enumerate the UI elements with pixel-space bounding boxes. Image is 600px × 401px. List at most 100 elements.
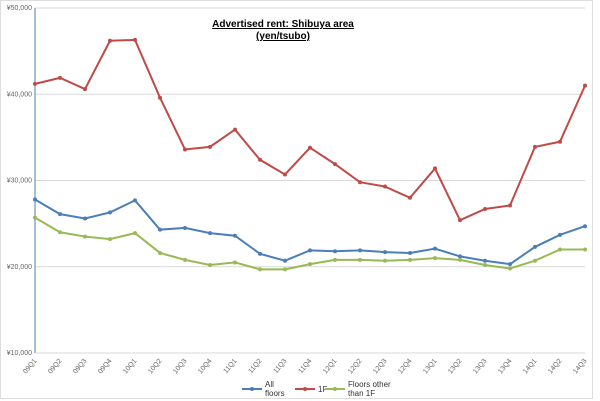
x-tick-label: 11Q2 bbox=[247, 358, 263, 375]
x-tick-label: 11Q4 bbox=[297, 358, 313, 375]
data-point bbox=[383, 250, 387, 255]
legend-marker bbox=[250, 387, 254, 391]
data-point bbox=[458, 257, 462, 262]
data-point bbox=[358, 257, 362, 262]
legend-marker bbox=[333, 387, 337, 391]
y-tick-label: ¥50,000 bbox=[7, 5, 32, 12]
data-point bbox=[583, 224, 587, 229]
data-point bbox=[108, 38, 112, 43]
legend-label: floors bbox=[265, 389, 285, 398]
data-point bbox=[158, 95, 162, 100]
data-point bbox=[133, 37, 137, 42]
legend-label: Floors other bbox=[348, 380, 391, 389]
legend-label: than 1F bbox=[348, 389, 375, 398]
y-tick-label: ¥10,000 bbox=[7, 350, 32, 357]
series-line bbox=[34, 38, 586, 222]
x-tick-label: 11Q3 bbox=[272, 358, 288, 375]
data-point bbox=[383, 258, 387, 263]
data-point bbox=[358, 248, 362, 253]
data-point bbox=[408, 250, 412, 255]
x-tick-label: 10Q4 bbox=[197, 358, 213, 376]
x-tick-label: 09Q2 bbox=[47, 358, 63, 376]
chart-title: Advertised rent: Shibuya area bbox=[212, 19, 354, 30]
data-point bbox=[58, 212, 62, 217]
x-tick-label: 12Q4 bbox=[397, 358, 413, 376]
x-tick-label: 09Q4 bbox=[97, 358, 113, 376]
data-point bbox=[333, 162, 337, 167]
x-tick-label: 10Q3 bbox=[172, 358, 188, 376]
x-tick-label: 14Q2 bbox=[547, 358, 563, 376]
series-1 bbox=[33, 197, 587, 267]
data-point bbox=[283, 172, 287, 177]
x-tick-label: 13Q3 bbox=[472, 358, 488, 376]
data-point bbox=[533, 244, 537, 249]
data-point bbox=[333, 249, 337, 254]
data-point bbox=[508, 266, 512, 271]
x-tick-label: 11Q1 bbox=[222, 358, 238, 375]
data-point bbox=[158, 250, 162, 255]
data-point bbox=[33, 197, 37, 202]
data-point bbox=[433, 166, 437, 171]
x-tick-label: 09Q1 bbox=[22, 358, 38, 376]
data-point bbox=[258, 157, 262, 162]
series-line bbox=[34, 216, 585, 271]
chart-subtitle: (yen/tsubo) bbox=[256, 31, 310, 42]
data-point bbox=[283, 267, 287, 272]
data-point bbox=[208, 231, 212, 236]
data-point bbox=[183, 147, 187, 152]
data-point bbox=[183, 257, 187, 262]
data-point bbox=[483, 258, 487, 263]
data-point bbox=[83, 216, 87, 221]
data-point bbox=[58, 230, 62, 235]
x-tick-label: 13Q2 bbox=[447, 358, 463, 376]
data-point bbox=[208, 144, 212, 149]
data-point bbox=[383, 184, 387, 189]
x-tick-label: 14Q3 bbox=[572, 358, 588, 376]
series-line bbox=[34, 198, 586, 266]
data-point bbox=[183, 225, 187, 230]
data-point bbox=[433, 256, 437, 261]
data-point bbox=[233, 127, 237, 132]
data-point bbox=[83, 87, 87, 92]
series-3 bbox=[33, 215, 587, 272]
x-tick-label: 12Q2 bbox=[347, 358, 363, 376]
x-tick-label: 12Q1 bbox=[322, 358, 338, 376]
x-tick-label: 10Q1 bbox=[122, 358, 138, 376]
data-point bbox=[558, 232, 562, 237]
data-point bbox=[308, 262, 312, 267]
data-point bbox=[408, 257, 412, 262]
data-point bbox=[483, 206, 487, 211]
y-tick-label: ¥40,000 bbox=[7, 91, 32, 98]
data-point bbox=[508, 203, 512, 208]
data-point bbox=[483, 263, 487, 268]
data-point bbox=[558, 139, 562, 144]
data-point bbox=[583, 83, 587, 88]
y-tick-label: ¥30,000 bbox=[7, 178, 32, 185]
data-point bbox=[583, 247, 587, 252]
data-point bbox=[33, 81, 37, 86]
data-point bbox=[558, 247, 562, 252]
x-tick-label: 12Q3 bbox=[372, 358, 388, 376]
data-point bbox=[458, 254, 462, 259]
data-point bbox=[108, 210, 112, 215]
data-point bbox=[258, 267, 262, 272]
y-tick-label: ¥20,000 bbox=[7, 264, 32, 271]
data-point bbox=[33, 215, 37, 220]
data-point bbox=[158, 227, 162, 232]
data-point bbox=[533, 258, 537, 263]
data-point bbox=[233, 260, 237, 265]
legend-label: All bbox=[265, 380, 274, 389]
x-tick-label: 13Q4 bbox=[497, 358, 513, 376]
data-point bbox=[108, 237, 112, 242]
data-point bbox=[308, 248, 312, 253]
x-tick-label: 13Q1 bbox=[422, 358, 438, 376]
data-point bbox=[433, 246, 437, 251]
legend-marker bbox=[303, 387, 307, 391]
legend-label: 1F bbox=[318, 385, 327, 394]
data-point bbox=[208, 263, 212, 268]
x-tick-label: 09Q3 bbox=[72, 358, 88, 376]
